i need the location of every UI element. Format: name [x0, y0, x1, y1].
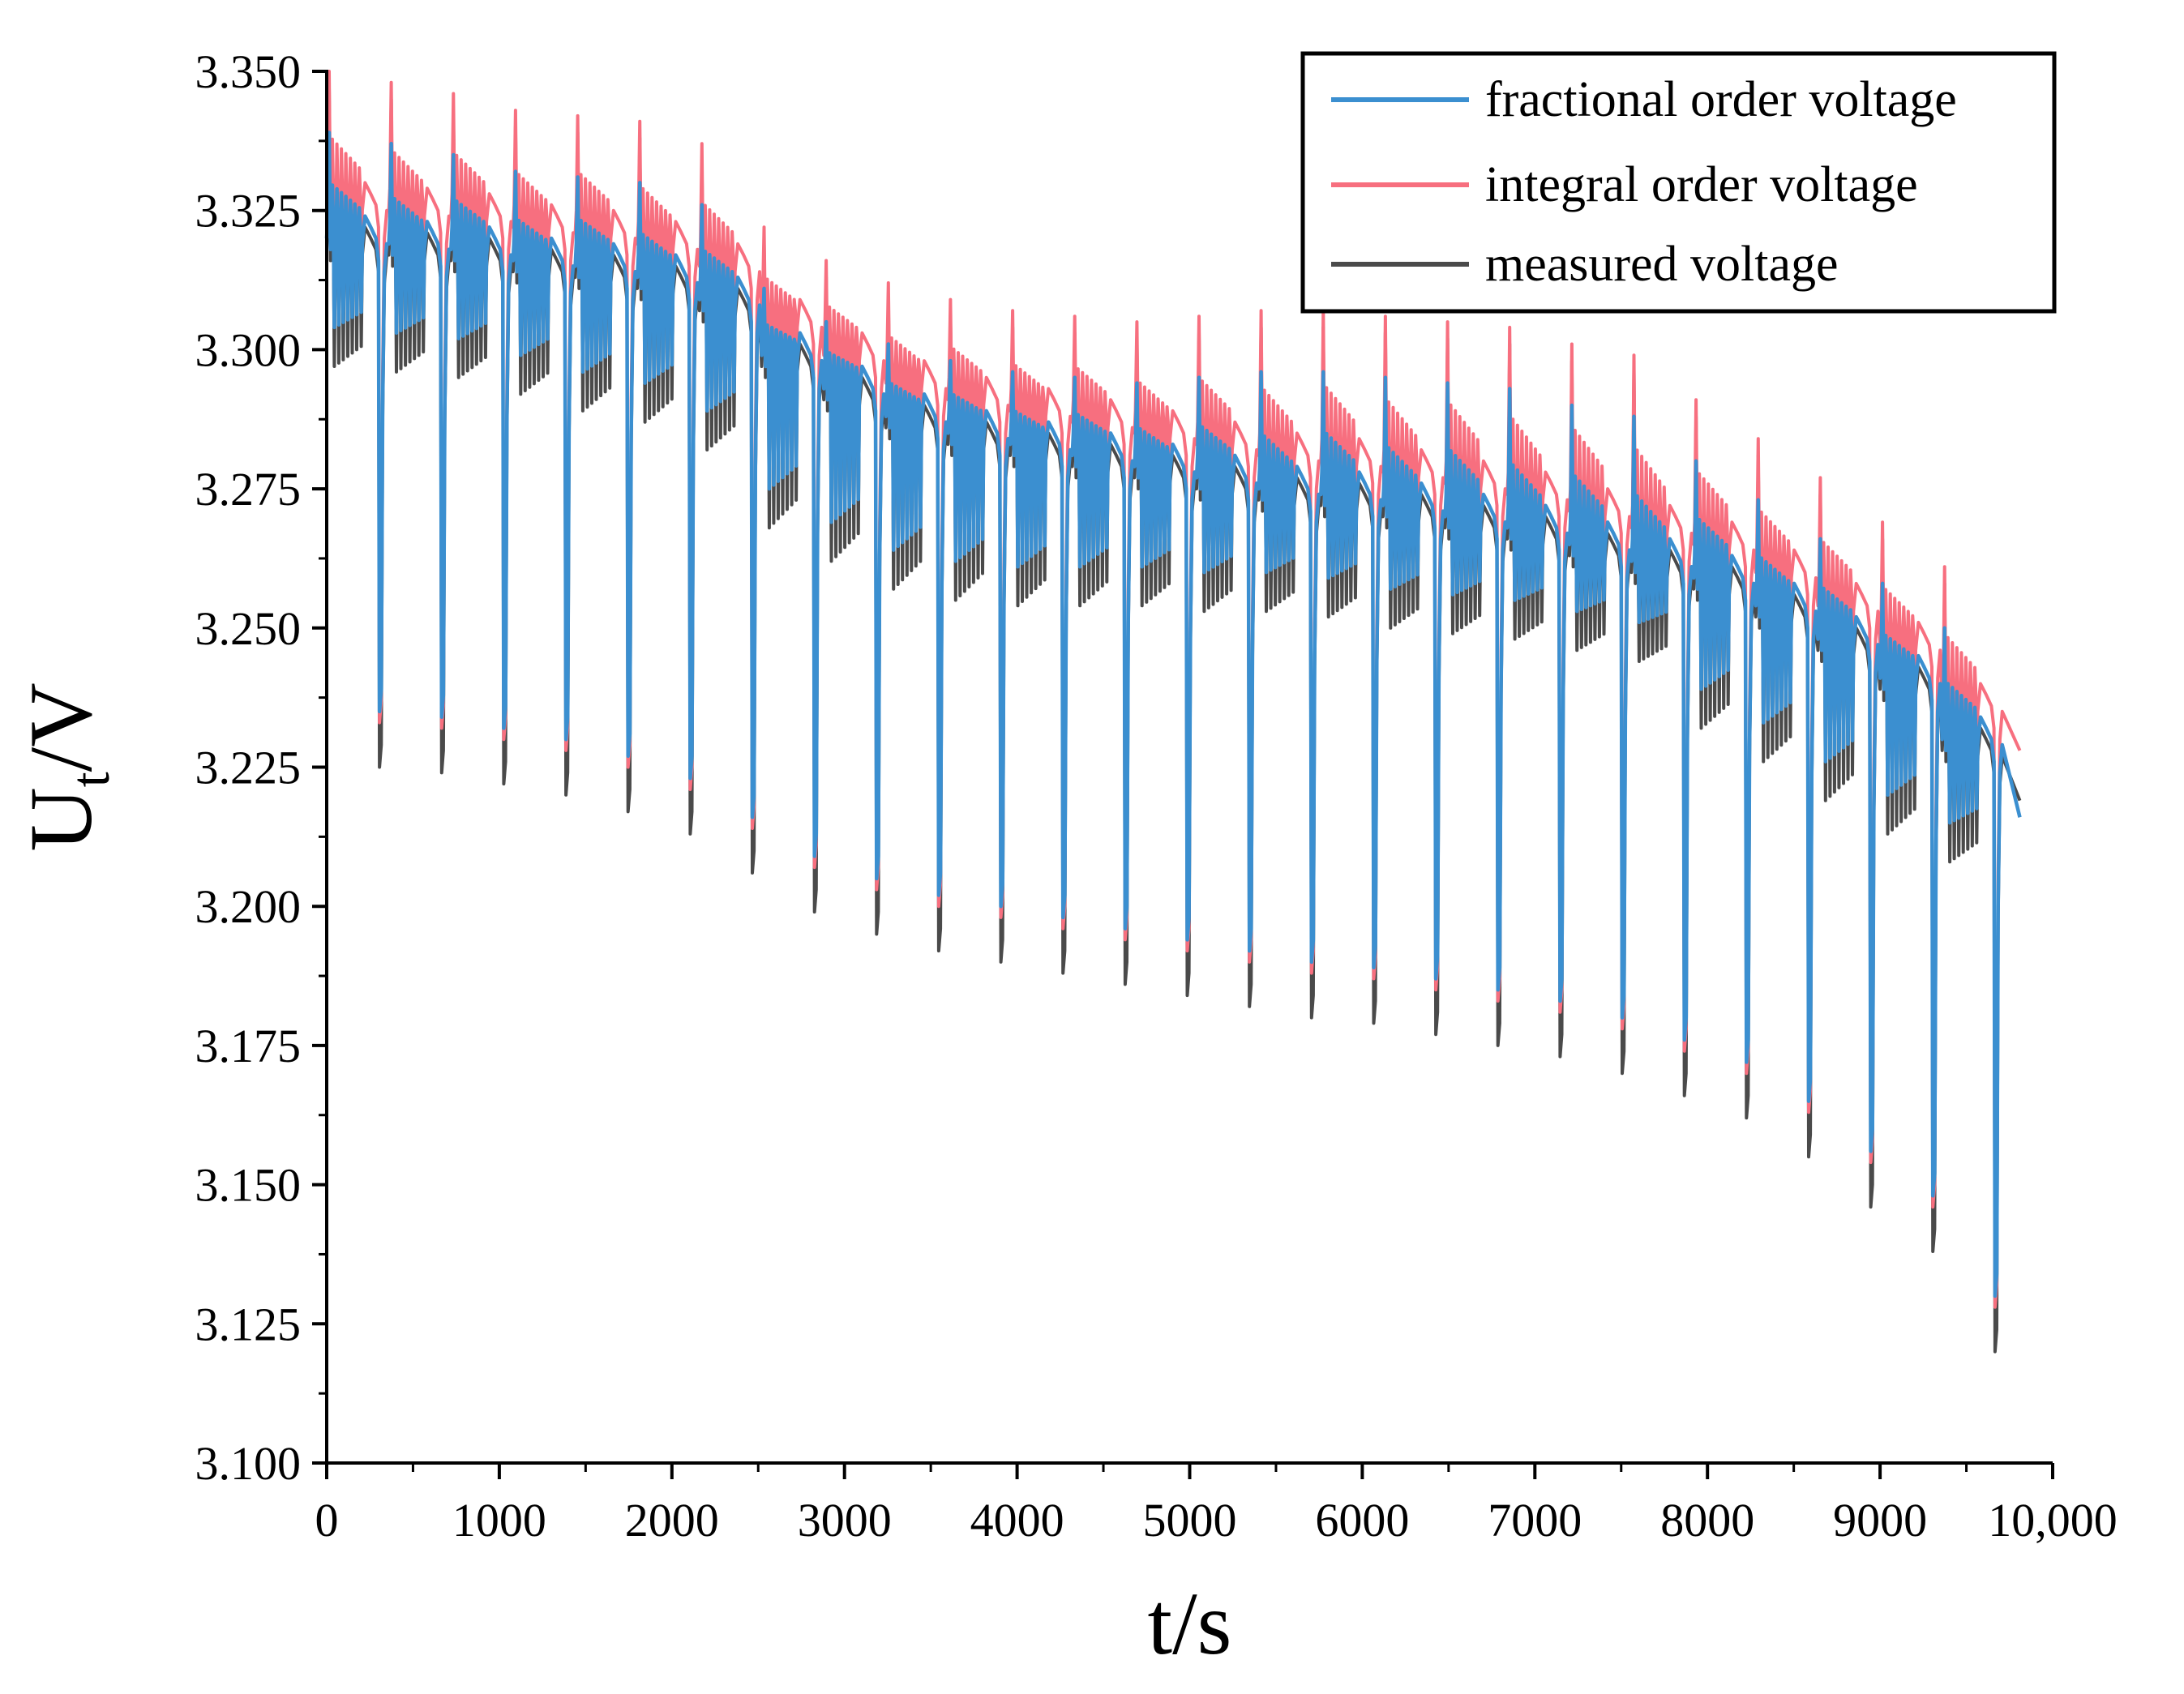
x-tick-label: 0 [315, 1494, 339, 1546]
y-tick-label: 3.200 [195, 880, 302, 933]
y-tick-label: 3.100 [195, 1437, 302, 1490]
x-tick-label: 5000 [1143, 1494, 1237, 1546]
y-tick-label: 3.150 [195, 1159, 302, 1212]
x-tick-label: 6000 [1315, 1494, 1409, 1546]
y-tick-label: 3.250 [195, 602, 302, 655]
y-tick-label: 3.125 [195, 1298, 302, 1350]
x-tick-label: 9000 [1833, 1494, 1927, 1546]
x-tick-label: 8000 [1660, 1494, 1754, 1546]
x-axis-title: t/s [1148, 1574, 1232, 1673]
y-tick-label: 3.275 [195, 463, 302, 515]
legend-label-measured-voltage: measured voltage [1485, 237, 1839, 292]
x-tick-label: 2000 [625, 1494, 719, 1546]
y-tick-label: 3.175 [195, 1020, 302, 1072]
axes: 3.100 3.125 3.150 3.175 3.200 3.225 3.250 3.275… [11, 45, 2118, 1673]
y-axis-title: Ut/V [11, 682, 121, 851]
y-tick-label: 3.225 [195, 742, 302, 794]
x-tick-label: 7000 [1488, 1494, 1582, 1546]
y-tick-label: 3.325 [195, 185, 302, 237]
y-tick-label: 3.300 [195, 323, 302, 376]
legend: fractional order voltage integral order v… [1300, 51, 2057, 314]
x-tick-label: 1000 [452, 1494, 546, 1546]
legend-label-fractional-order-voltage: fractional order voltage [1485, 72, 1957, 127]
series-line-fractional-order-voltage [324, 130, 2022, 1298]
x-tick-label: 4000 [970, 1494, 1064, 1546]
y-tick-label: 3.350 [195, 45, 302, 98]
legend-label-integral-order-voltage: integral order voltage [1485, 157, 1918, 212]
plot-area [324, 70, 2022, 1354]
x-tick-label: 10,000 [1988, 1494, 2118, 1546]
x-tick-label: 3000 [798, 1494, 892, 1546]
